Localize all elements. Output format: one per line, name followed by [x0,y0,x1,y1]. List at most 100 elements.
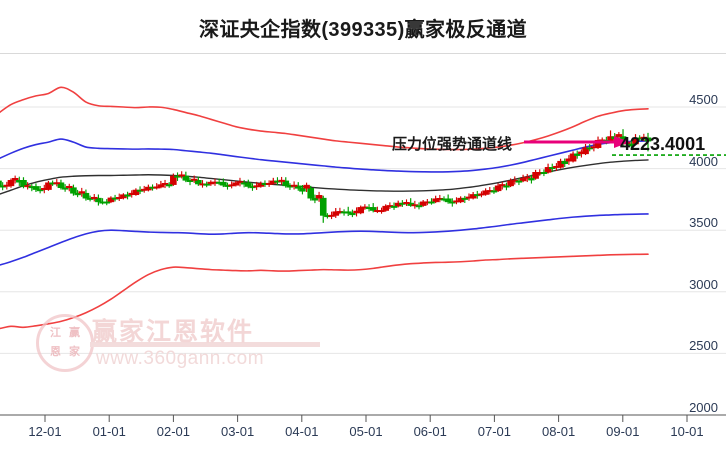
candle-body [461,197,469,200]
candle-body [11,177,19,181]
candle-body [203,183,210,186]
x-axis-label-05-01: 05-01 [349,424,383,439]
x-axis-label-02-01: 02-01 [156,424,191,439]
candle-body [36,189,44,192]
candle-body [332,211,340,216]
candle-body [132,189,140,196]
candle-body [170,175,177,185]
channel-line-4 [0,253,649,330]
candle-body [632,137,639,145]
candle-body [236,181,244,184]
x-axis-label-01-01: 01-01 [92,424,126,439]
candle-body [240,182,248,185]
candle-body [586,147,593,150]
candle-body [28,186,36,189]
candle-body [315,195,323,199]
candle-body [128,192,135,195]
x-axis-label-06-01: 06-01 [413,424,447,439]
candle-body [411,204,419,207]
candle-body [428,201,435,204]
chart-canvas[interactable] [0,54,726,450]
resistance-annotation-label: 压力位强势通道线 [392,136,513,153]
candle-body [190,178,198,181]
y-axis-label-2000: 2000 [689,400,718,415]
candle-body [553,165,560,168]
x-axis-label-10-01: 10-01 [670,424,704,439]
candle-body [157,184,165,188]
candle-body [78,191,86,194]
y-axis-label-3000: 3000 [689,276,718,292]
candle-body [628,143,635,147]
candle-body [578,151,585,155]
candle-body [186,180,194,182]
candle-body [282,180,290,187]
candle-body [103,201,110,204]
candle-body [478,193,485,196]
candle-body [432,198,439,203]
candle-body [195,180,202,185]
candle-body [440,198,448,201]
candle-body [573,153,581,156]
candle-body [3,184,11,187]
candle-body [615,134,623,137]
candle-body [107,197,115,203]
candle-body [66,185,73,188]
candle-body [419,201,427,206]
resistance-arrow-head [614,136,630,148]
candle-body [465,196,473,199]
candle-body [469,194,477,199]
candle-body [91,196,98,199]
candle-body [311,197,319,201]
candle-body [178,174,185,177]
candle-body [644,137,652,142]
candle-body [303,184,310,189]
candle-body [7,180,15,187]
candle-body [528,178,535,181]
candle-body [540,172,548,174]
channel-line-3 [0,213,649,266]
candle-body [294,185,302,189]
current-price-label: 4223.4001 [620,134,706,154]
candle-body [16,180,23,183]
candle-body [245,182,252,187]
candle-body [519,178,527,182]
candle-body [328,214,335,217]
candle-body [449,201,456,204]
candle-body [349,212,356,216]
chart-plot-area[interactable] [0,54,726,450]
candle-body [565,158,573,162]
candle-body [86,197,94,200]
candle-body [544,167,552,173]
x-axis-label-04-01: 04-01 [285,424,319,439]
candle-body [165,184,173,187]
candle-body [278,179,285,182]
candle-body [290,184,298,187]
candle-body [353,210,360,214]
candle-body [319,197,327,216]
candle-body [499,184,506,187]
candle-body [265,182,273,185]
y-axis-label-4000: 4000 [689,153,718,169]
candle-body [20,180,27,187]
candle-body [640,136,648,139]
candle-body [457,197,464,203]
channel-line-0 [0,86,649,151]
x-axis-label-12-01: 12-01 [28,424,62,439]
candle-body [228,184,235,187]
candle-body [57,182,65,189]
candle-body [45,182,52,190]
candle-body [61,187,69,190]
candle-body [557,160,564,168]
candle-body [232,182,240,186]
candle-body [490,190,498,193]
candle-body [140,188,148,191]
candle-body [403,202,410,204]
candle-body [494,185,502,192]
candle-body [453,200,460,203]
candle-body [548,167,556,170]
candle-body [569,153,577,162]
y-axis-label-3500: 3500 [689,215,718,231]
candle-body [115,197,123,199]
candle-body [0,180,2,187]
